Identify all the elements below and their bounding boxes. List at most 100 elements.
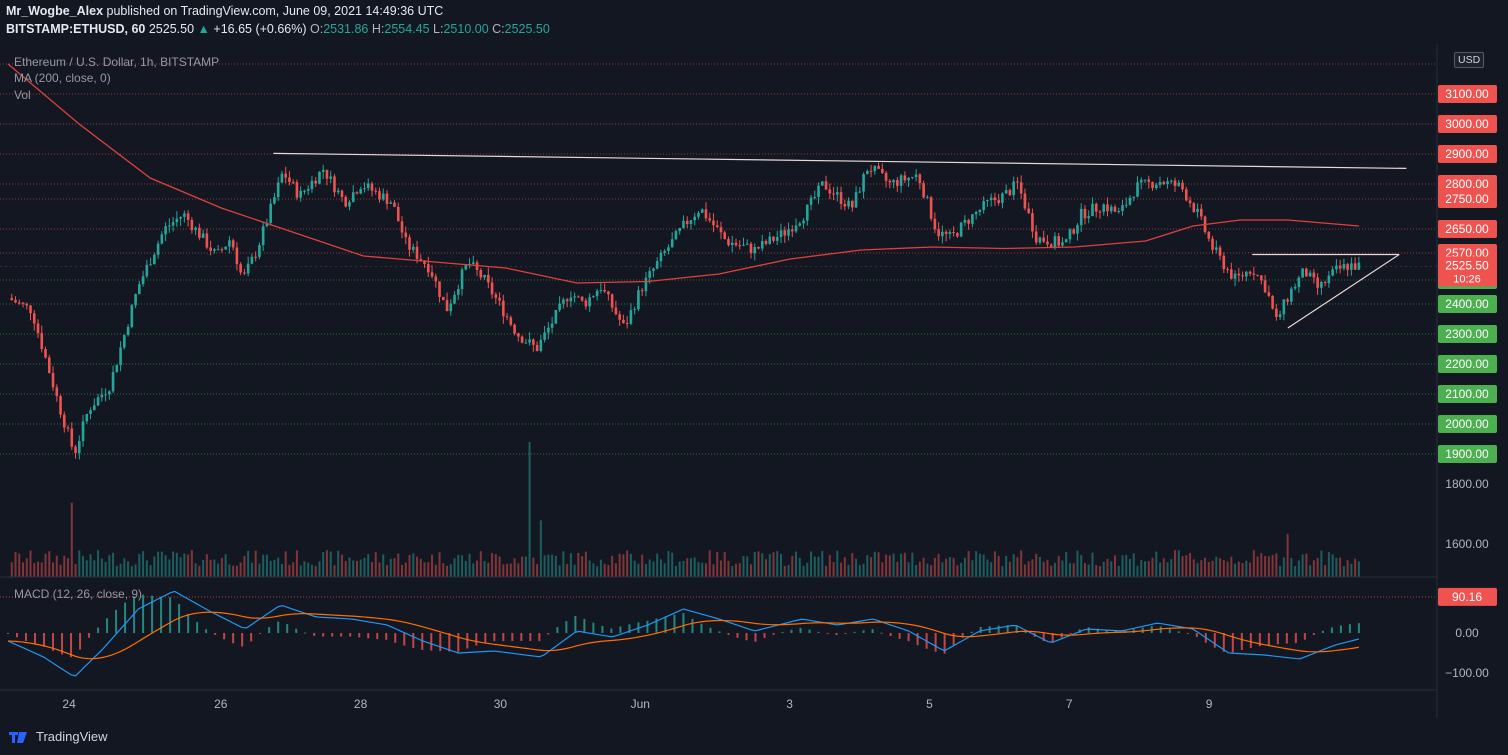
macd-histogram-bar: [205, 629, 208, 633]
volume-bar: [262, 554, 265, 577]
volume-bar: [138, 553, 141, 577]
candle-body: [179, 216, 182, 219]
volume-bar: [1237, 561, 1240, 577]
candle-body: [1027, 208, 1030, 214]
macd-histogram-bar: [16, 633, 19, 638]
candle-body: [877, 165, 880, 169]
volume-bar: [1121, 555, 1124, 577]
candle-body: [607, 291, 610, 295]
candle-body: [194, 227, 197, 231]
volume-bar: [1091, 552, 1094, 577]
candle-body: [1061, 242, 1064, 246]
candle-body: [205, 233, 209, 248]
candle-body: [216, 249, 220, 251]
volume-bar: [29, 550, 32, 577]
macd-histogram-bar: [1222, 633, 1225, 652]
candle-body: [1076, 225, 1079, 234]
macd-histogram-bar: [817, 631, 820, 633]
candle-body: [1151, 181, 1154, 189]
volume-bar: [862, 563, 865, 577]
volume-bar: [922, 557, 925, 577]
macd-histogram-bar: [1051, 633, 1054, 643]
volume-bar: [438, 552, 441, 577]
time-tick-label: 24: [62, 697, 76, 711]
close-label: C:: [492, 22, 505, 36]
candle-body: [1016, 181, 1019, 183]
volume-bar: [1087, 564, 1090, 577]
macd-histogram-bar: [763, 633, 766, 638]
candle-body: [201, 233, 205, 238]
volume-bar: [168, 559, 171, 577]
candle-body: [715, 225, 719, 228]
candle-body: [629, 310, 633, 324]
candle-body: [273, 197, 276, 204]
candle-body: [423, 260, 426, 265]
volume-bar: [573, 564, 576, 577]
volume-bar: [618, 553, 621, 577]
volume-bar: [112, 552, 115, 577]
author-name[interactable]: Mr_Wogbe_Alex: [6, 4, 104, 18]
candle-body: [246, 263, 250, 274]
volume-bar: [1042, 561, 1045, 577]
candle-body: [483, 274, 486, 278]
volume-bar: [1023, 564, 1026, 577]
macd-histogram-bar: [1141, 627, 1144, 633]
symbol-label: BITSTAMP:ETHUSD, 60: [6, 22, 146, 36]
volume-bar: [1001, 565, 1004, 577]
macd-histogram-bar: [565, 621, 568, 633]
candle-body: [1260, 275, 1263, 281]
volume-bar: [1260, 553, 1263, 577]
candle-body: [929, 197, 933, 219]
candle-body: [760, 241, 764, 249]
candle-body: [66, 427, 70, 429]
volume-bar: [119, 563, 122, 577]
volume-bar: [1177, 550, 1180, 577]
candle-body: [952, 232, 955, 234]
candle-body: [130, 305, 134, 327]
candle-body: [449, 303, 453, 312]
volume-bar: [431, 554, 434, 577]
macd-histogram-bar: [709, 627, 712, 633]
support-price-tag: [1438, 445, 1497, 463]
volume-bar: [603, 563, 606, 577]
macd-histogram-bar: [1069, 633, 1072, 634]
volume-bar: [74, 564, 77, 577]
candle-body: [1053, 236, 1057, 247]
candle-body: [899, 175, 903, 186]
candle-body: [734, 242, 738, 246]
macd-histogram-bar: [331, 633, 334, 637]
volume-bar: [1008, 561, 1011, 577]
volume-bar: [446, 565, 449, 577]
volume-bar: [1219, 558, 1222, 577]
candle-body: [1312, 272, 1316, 278]
candle-body: [374, 190, 378, 192]
candle-body: [59, 396, 62, 415]
candle-body: [498, 297, 501, 301]
candle-body: [1098, 211, 1102, 213]
candle-body: [836, 192, 839, 195]
trendlines: [273, 152, 1407, 329]
volume-bar: [975, 551, 978, 577]
candle-body: [610, 294, 614, 308]
resistance-price-tag: [1438, 175, 1497, 193]
candle-body: [70, 428, 74, 447]
candle-body: [1282, 299, 1286, 315]
volume-bar: [220, 557, 223, 577]
volume-bar: [145, 560, 148, 577]
volume-bar: [1331, 554, 1334, 577]
candle-body: [580, 296, 584, 301]
currency-badge[interactable]: USD: [1454, 52, 1485, 68]
tradingview-logo[interactable]: TradingView: [8, 729, 108, 744]
volume-bar: [566, 564, 569, 577]
support-price-tag: [1438, 295, 1497, 313]
volume-bar: [562, 551, 565, 577]
candle-body: [851, 200, 854, 208]
candle-body: [1064, 239, 1068, 243]
legend-vol: Vol: [14, 88, 31, 102]
volume-bar: [1016, 557, 1019, 577]
candle-body: [344, 196, 348, 207]
macd-histogram-bar: [376, 633, 379, 640]
volume-bar: [1095, 565, 1098, 577]
candle-body: [1012, 181, 1015, 196]
